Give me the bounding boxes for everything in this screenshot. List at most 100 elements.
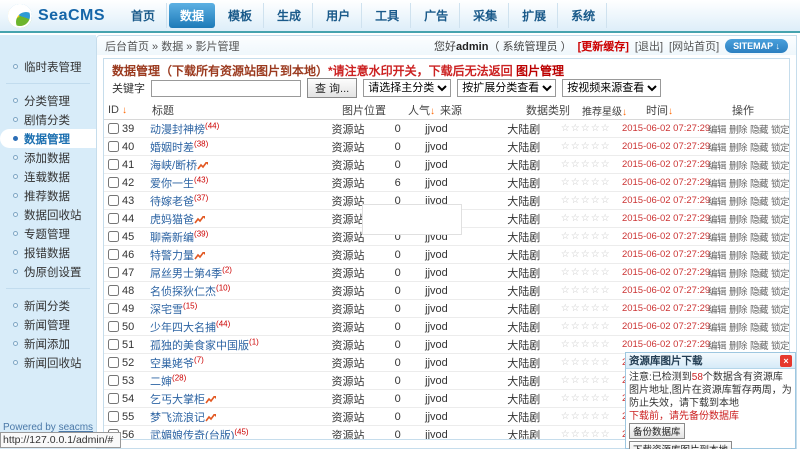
edit-link[interactable]: 编辑	[707, 304, 727, 316]
site-home-link[interactable]: [网站首页]	[669, 40, 720, 53]
row-checkbox[interactable]	[108, 177, 119, 188]
video-source-select[interactable]: 按视频来源查看	[562, 79, 662, 97]
ext-category-select[interactable]: 按扩展分类查看	[457, 79, 557, 97]
hide-link[interactable]: 隐藏	[749, 340, 769, 352]
edit-link[interactable]: 编辑	[707, 268, 727, 280]
row-checkbox[interactable]	[108, 195, 119, 206]
refresh-cache-link[interactable]: [更新缓存]	[577, 40, 629, 53]
backup-db-button[interactable]: 备份数据库	[629, 423, 685, 439]
sidebar-item[interactable]: 添加数据	[0, 148, 96, 167]
edit-link[interactable]: 编辑	[707, 124, 727, 136]
title-link[interactable]: 屌丝男士第4季	[150, 267, 223, 280]
lock-link[interactable]: 锁定	[770, 304, 789, 316]
row-checkbox[interactable]	[108, 249, 119, 260]
title-link[interactable]: 少年四大名捕	[150, 321, 217, 334]
hide-link[interactable]: 隐藏	[749, 304, 769, 316]
nav-tab[interactable]: 采集	[462, 3, 510, 28]
title-link[interactable]: 虎妈猫爸	[150, 213, 195, 226]
search-button[interactable]: 查 询...	[307, 78, 358, 98]
sidebar-item[interactable]: 连载数据	[0, 167, 96, 186]
title-link[interactable]: 空巢姥爷	[150, 357, 195, 370]
title-link[interactable]: 梦飞流浪记	[150, 411, 206, 424]
hide-link[interactable]: 隐藏	[749, 124, 769, 136]
sidebar-item[interactable]: 报错数据	[0, 243, 96, 262]
nav-tab[interactable]: 扩展	[511, 3, 559, 28]
title-link[interactable]: 待嫁老爸	[150, 195, 195, 208]
delete-link[interactable]: 删除	[728, 304, 748, 316]
sidebar-item[interactable]: 剧情分类	[0, 110, 96, 129]
main-category-select[interactable]: 请选择主分类	[363, 79, 452, 97]
sort-down-icon[interactable]: ↓	[668, 106, 673, 117]
title-link[interactable]: 婚姻时差	[150, 141, 195, 154]
title-link[interactable]: 二婶	[150, 375, 173, 388]
seacms-link[interactable]: seacms	[58, 422, 94, 433]
delete-link[interactable]: 删除	[728, 322, 748, 334]
title-link[interactable]: 爱你一生	[150, 177, 195, 190]
row-checkbox[interactable]	[108, 375, 119, 386]
sidebar-item[interactable]: 新闻回收站	[0, 353, 96, 372]
row-checkbox[interactable]	[108, 339, 119, 350]
lock-link[interactable]: 锁定	[770, 196, 789, 208]
title-link[interactable]: 动漫封神榜	[150, 123, 206, 136]
download-images-button[interactable]: 下载资源库图片到本地	[629, 441, 733, 449]
row-checkbox[interactable]	[108, 159, 119, 170]
edit-link[interactable]: 编辑	[707, 340, 727, 352]
row-checkbox[interactable]	[108, 411, 119, 422]
sidebar-item[interactable]: 专题管理	[0, 224, 96, 243]
sidebar-item[interactable]: 伪原创设置	[0, 262, 96, 281]
edit-link[interactable]: 编辑	[707, 286, 727, 298]
hide-link[interactable]: 隐藏	[749, 232, 769, 244]
close-icon[interactable]: ×	[780, 354, 792, 367]
title-link[interactable]: 聊斋新编	[150, 231, 195, 244]
sort-down-icon[interactable]: ↓	[622, 106, 627, 118]
edit-link[interactable]: 编辑	[707, 250, 727, 262]
lock-link[interactable]: 锁定	[770, 268, 789, 280]
delete-link[interactable]: 删除	[728, 142, 748, 154]
delete-link[interactable]: 删除	[728, 286, 748, 298]
keyword-input[interactable]	[151, 79, 301, 97]
lock-link[interactable]: 锁定	[770, 250, 789, 262]
hide-link[interactable]: 隐藏	[749, 286, 769, 298]
hide-link[interactable]: 隐藏	[749, 322, 769, 334]
hide-link[interactable]: 隐藏	[749, 142, 769, 154]
lock-link[interactable]: 锁定	[770, 160, 789, 172]
delete-link[interactable]: 删除	[728, 250, 748, 262]
sidebar-item[interactable]: 临时表管理	[0, 57, 96, 76]
sort-down-icon[interactable]: ↓	[430, 106, 435, 117]
lock-link[interactable]: 锁定	[770, 214, 789, 226]
delete-link[interactable]: 删除	[728, 124, 748, 136]
logout-link[interactable]: [退出]	[634, 40, 664, 53]
sidebar-item[interactable]: 新闻添加	[0, 334, 96, 353]
title-link[interactable]: 武媚娘传奇(台版)	[150, 429, 235, 440]
hide-link[interactable]: 隐藏	[749, 160, 769, 172]
nav-tab[interactable]: 数据	[169, 3, 216, 28]
lock-link[interactable]: 锁定	[770, 124, 789, 136]
hide-link[interactable]: 隐藏	[749, 214, 769, 226]
nav-tab[interactable]: 模板	[217, 3, 265, 28]
picture-manage-link[interactable]: 图片管理	[516, 64, 565, 78]
sitemap-button[interactable]: SITEMAP ↓	[725, 38, 788, 53]
edit-link[interactable]: 编辑	[707, 160, 727, 172]
edit-link[interactable]: 编辑	[707, 232, 727, 244]
lock-link[interactable]: 锁定	[770, 340, 789, 352]
hide-link[interactable]: 隐藏	[749, 178, 769, 190]
lock-link[interactable]: 锁定	[770, 178, 789, 190]
edit-link[interactable]: 编辑	[707, 142, 727, 154]
nav-tab[interactable]: 首页	[120, 3, 168, 28]
lock-link[interactable]: 锁定	[770, 322, 789, 334]
title-link[interactable]: 特警力量	[150, 249, 195, 262]
title-link[interactable]: 乞丐大掌柜	[150, 393, 206, 406]
edit-link[interactable]: 编辑	[707, 196, 727, 208]
delete-link[interactable]: 删除	[728, 178, 748, 190]
edit-link[interactable]: 编辑	[707, 322, 727, 334]
row-checkbox[interactable]	[108, 393, 119, 404]
sort-down-icon[interactable]: ↓	[122, 104, 127, 116]
edit-link[interactable]: 编辑	[707, 178, 727, 190]
delete-link[interactable]: 删除	[728, 340, 748, 352]
hide-link[interactable]: 隐藏	[749, 196, 769, 208]
row-checkbox[interactable]	[108, 231, 119, 242]
edit-link[interactable]: 编辑	[707, 214, 727, 226]
hide-link[interactable]: 隐藏	[749, 268, 769, 280]
lock-link[interactable]: 锁定	[770, 142, 789, 154]
delete-link[interactable]: 删除	[728, 160, 748, 172]
